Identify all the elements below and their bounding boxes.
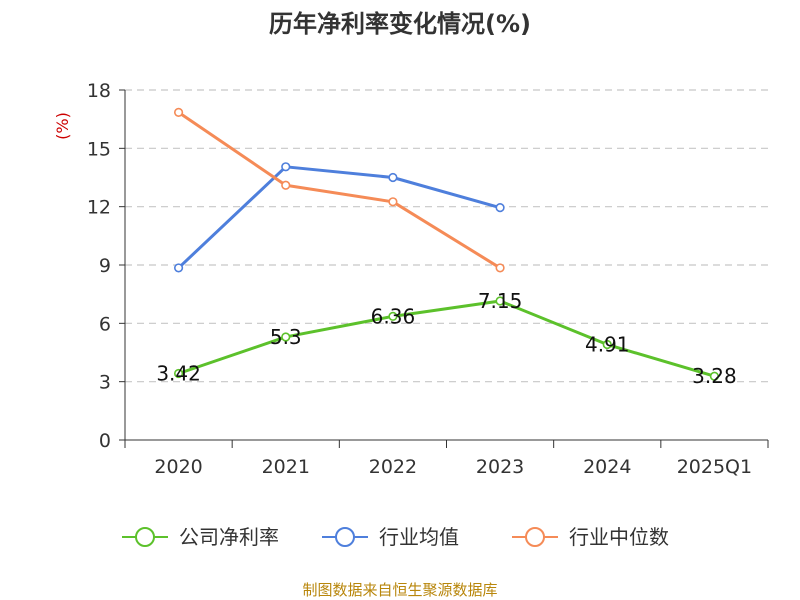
data-label: 7.15 (478, 289, 523, 313)
legend-label: 公司净利率 (179, 525, 279, 549)
x-tick-label: 2025Q1 (677, 456, 752, 478)
data-point (173, 263, 184, 273)
x-tick-label: 2020 (154, 456, 202, 478)
data-label: 4.91 (585, 333, 630, 357)
x-tick-label: 2022 (369, 456, 417, 478)
data-point (173, 368, 184, 379)
data-labels: 3.42 5.3 6.36 7.15 4.91 3.28 (156, 289, 736, 388)
y-tick-label: 9 (99, 255, 111, 277)
data-point (281, 180, 291, 190)
data-point (495, 263, 505, 273)
data-label: 6.36 (371, 304, 416, 328)
y-tick-label: 0 (99, 430, 111, 452)
y-tick-label: 3 (99, 372, 111, 394)
data-point (495, 203, 505, 213)
y-tick-labels: 0 3 6 9 12 15 18 (87, 80, 125, 452)
data-point (495, 296, 505, 306)
legend-item-0[interactable]: 公司净利率 (122, 525, 279, 549)
data-point (281, 162, 291, 172)
x-tick-labels: 2020 2021 2022 2023 2024 2025Q1 (124, 440, 769, 478)
source-note: 制图数据来自恒生聚源数据库 (302, 581, 497, 599)
series-2 (173, 107, 505, 273)
y-tick-label: 18 (87, 80, 111, 102)
data-point (388, 311, 398, 321)
data-point (388, 197, 398, 207)
data-point (388, 172, 398, 183)
x-tick-label: 2021 (262, 456, 310, 478)
data-point (173, 107, 184, 117)
legend-item-1[interactable]: 行业均值 (322, 525, 459, 549)
x-tick-label: 2024 (583, 456, 631, 478)
series-0 (173, 296, 720, 381)
legend-marker (135, 527, 155, 547)
series (173, 107, 720, 381)
data-point (281, 332, 291, 342)
y-tick-label: 15 (87, 138, 111, 160)
y-tick-label: 6 (99, 313, 111, 335)
data-point (602, 339, 612, 350)
legend[interactable]: 公司净利率 行业均值 行业中位数 (122, 525, 669, 549)
data-label: 3.28 (692, 364, 737, 388)
legend-marker (335, 527, 355, 547)
series-line (177, 111, 501, 270)
y-axis-label: (%) (53, 112, 72, 140)
legend-item-2[interactable]: 行业中位数 (512, 525, 669, 549)
legend-label: 行业均值 (379, 525, 459, 549)
legend-marker (525, 527, 545, 547)
y-tick-label: 12 (87, 197, 111, 219)
series-line (177, 165, 501, 270)
data-label: 3.42 (156, 362, 201, 386)
x-tick-label: 2023 (476, 456, 524, 478)
data-point (709, 371, 720, 381)
series-line (178, 299, 715, 378)
series-1 (173, 162, 505, 273)
legend-label: 行业中位数 (569, 525, 669, 549)
data-label: 5.3 (270, 325, 302, 349)
chart-title: 历年净利率变化情况(%) (269, 10, 531, 38)
